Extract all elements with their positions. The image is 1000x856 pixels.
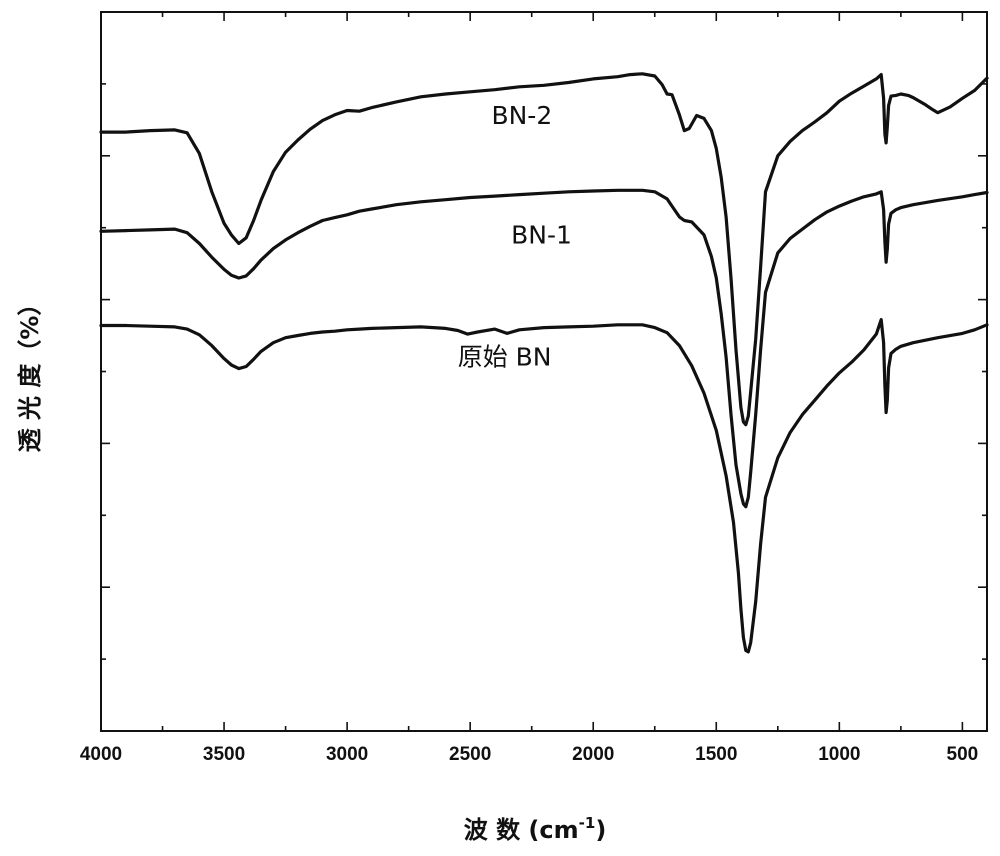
x-tick-label: 3000 [326, 744, 368, 765]
series-line-2 [99, 188, 989, 509]
x-tick-label: 500 [947, 744, 979, 765]
x-tick-label: 3500 [203, 744, 245, 765]
x-tick-label: 1000 [818, 744, 860, 765]
series-line-3 [99, 318, 989, 654]
series-labels: BN-2 BN-1 原始 BN [458, 101, 572, 372]
x-tick-label: 4000 [80, 744, 122, 765]
series-line-1 [99, 72, 989, 427]
x-tick-labels: 4000 3500 3000 2500 2000 1500 1000 500 [80, 744, 978, 765]
x-tick-label: 2500 [449, 744, 491, 765]
x-axis-title: 波 数 (cm-1) [464, 814, 607, 844]
x-tick-label: 1500 [695, 744, 737, 765]
y-axis-title: 透 光 度（%） [16, 292, 44, 453]
x-tick-label: 2000 [572, 744, 614, 765]
series-label-1: BN-2 [491, 101, 552, 130]
spectra-curves [99, 72, 989, 654]
axis-ticks [100, 12, 987, 731]
series-label-2: BN-1 [511, 221, 572, 250]
series-label-3: 原始 BN [458, 343, 552, 372]
